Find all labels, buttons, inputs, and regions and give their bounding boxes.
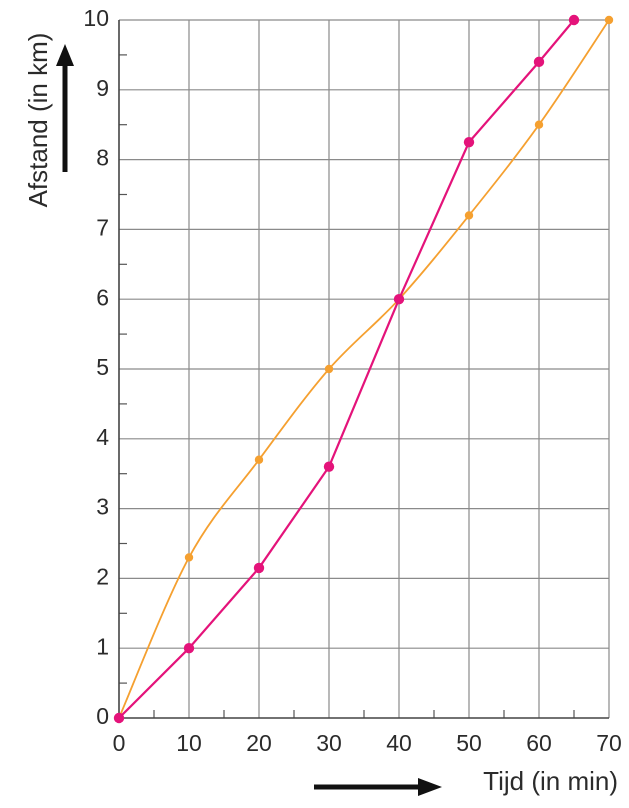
series-point-0 [604, 15, 614, 25]
grid [119, 19, 610, 718]
series-point-0 [464, 211, 474, 220]
series-point-0 [534, 120, 544, 129]
y-tick-label: 8 [96, 145, 109, 171]
y-tick-label: 10 [83, 5, 109, 31]
x-tick-label: 40 [386, 730, 412, 756]
y-axis-title: Afstand (in km) [23, 33, 53, 208]
series-point-1 [323, 461, 335, 472]
y-tick-label: 5 [96, 354, 109, 380]
axes [118, 20, 609, 719]
x-tick-label: 70 [596, 730, 622, 756]
y-tick-label: 9 [96, 75, 109, 101]
x-tick-label: 60 [526, 730, 552, 756]
series-point-0 [254, 455, 264, 464]
series-point-1 [113, 712, 125, 724]
series-line-1 [118, 19, 575, 719]
series-point-1 [463, 136, 475, 148]
series-point-1 [253, 562, 265, 574]
y-tick-label: 1 [96, 633, 109, 659]
x-tick-label: 50 [456, 730, 482, 756]
x-tick-label: 30 [316, 730, 342, 756]
x-axis-title: Tijd (in min) [483, 766, 618, 796]
y-tick-label: 7 [96, 214, 109, 240]
series-point-1 [183, 643, 195, 654]
y-tick-label: 4 [96, 424, 109, 450]
y-tick-label: 0 [96, 703, 109, 729]
y-tick-label: 3 [96, 494, 109, 520]
x-tick-label: 0 [113, 730, 126, 756]
series-point-1 [393, 294, 405, 305]
data-points [113, 14, 614, 724]
tick-labels: 0 10 20 30 40 50 60 70 0 1 2 3 4 5 6 7 8 9 10 [83, 5, 621, 756]
y-axis-arrow [56, 44, 74, 172]
x-tick-label: 10 [176, 730, 202, 756]
series-point-1 [568, 14, 580, 26]
series-point-1 [533, 56, 545, 68]
y-tick-label: 6 [96, 284, 109, 310]
series-point-0 [324, 364, 334, 374]
x-axis-arrow [314, 778, 442, 796]
y-tick-label: 2 [96, 563, 109, 589]
x-tick-label: 20 [246, 730, 272, 756]
series-point-0 [184, 553, 194, 562]
